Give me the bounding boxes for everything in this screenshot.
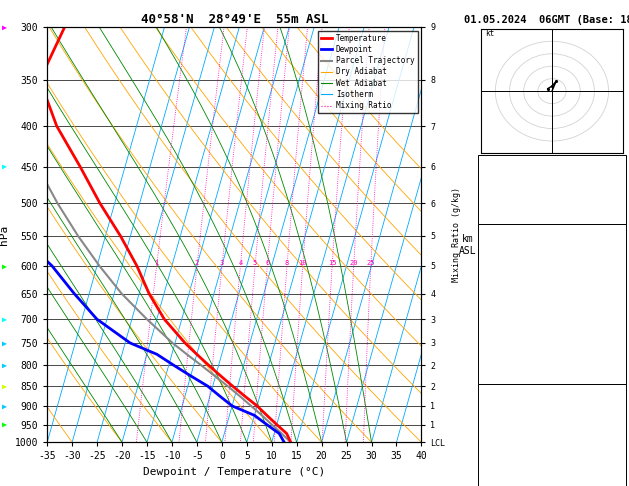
Y-axis label: km
ASL: km ASL: [459, 235, 477, 256]
Text: Pressure (mb): Pressure (mb): [484, 417, 552, 426]
Text: Mixing Ratio (g/kg): Mixing Ratio (g/kg): [452, 187, 460, 282]
Text: 8: 8: [285, 260, 289, 266]
Text: 5: 5: [253, 260, 257, 266]
Text: 28: 28: [610, 166, 620, 175]
Text: 01.05.2024  06GMT (Base: 18): 01.05.2024 06GMT (Base: 18): [464, 15, 629, 25]
Text: K: K: [484, 166, 489, 175]
Text: 20: 20: [350, 260, 358, 266]
Text: Dewp (°C): Dewp (°C): [484, 280, 532, 289]
Title: 40°58'N  28°49'E  55m ASL: 40°58'N 28°49'E 55m ASL: [140, 13, 328, 26]
Text: Totals Totals: Totals Totals: [484, 189, 552, 198]
Text: 0: 0: [615, 463, 620, 472]
Text: 320: 320: [604, 440, 620, 449]
Text: 6: 6: [265, 260, 269, 266]
Text: Temp (°C): Temp (°C): [484, 257, 532, 266]
Text: © weatheronline.co.uk: © weatheronline.co.uk: [501, 432, 603, 441]
Text: 6: 6: [615, 326, 620, 335]
Text: 0: 0: [615, 348, 620, 358]
Text: 10: 10: [298, 260, 307, 266]
Text: 800: 800: [604, 417, 620, 426]
Text: Surface: Surface: [532, 234, 572, 243]
Text: PW (cm): PW (cm): [484, 211, 521, 221]
Text: Lifted Index: Lifted Index: [484, 463, 547, 472]
Text: ▶: ▶: [2, 162, 7, 171]
Text: 311: 311: [604, 303, 620, 312]
Text: 51: 51: [610, 189, 620, 198]
Text: 0: 0: [615, 371, 620, 381]
Text: 15: 15: [328, 260, 337, 266]
Text: ▶: ▶: [2, 261, 7, 270]
Text: ▶: ▶: [2, 401, 7, 410]
Text: θₑ(K): θₑ(K): [484, 303, 510, 312]
Text: Most Unstable: Most Unstable: [515, 394, 589, 403]
Text: ▶: ▶: [2, 361, 7, 370]
Text: kt: kt: [486, 29, 494, 38]
Text: 2.76: 2.76: [599, 211, 620, 221]
Text: 12.5: 12.5: [599, 280, 620, 289]
Y-axis label: hPa: hPa: [0, 225, 9, 244]
Text: θₑ (K): θₑ (K): [484, 440, 515, 449]
Legend: Temperature, Dewpoint, Parcel Trajectory, Dry Adiabat, Wet Adiabat, Isotherm, Mi: Temperature, Dewpoint, Parcel Trajectory…: [318, 31, 418, 113]
Text: 1: 1: [155, 260, 159, 266]
Text: CAPE (J): CAPE (J): [484, 348, 526, 358]
Text: Lifted Index: Lifted Index: [484, 326, 547, 335]
Text: ▶: ▶: [2, 22, 7, 31]
Text: ▶: ▶: [2, 420, 7, 429]
Text: 2: 2: [195, 260, 199, 266]
Text: ▶: ▶: [2, 338, 7, 347]
Text: 25: 25: [367, 260, 375, 266]
Text: ▶: ▶: [2, 314, 7, 324]
Text: 3: 3: [220, 260, 224, 266]
X-axis label: Dewpoint / Temperature (°C): Dewpoint / Temperature (°C): [143, 467, 325, 477]
Text: ▶: ▶: [2, 382, 7, 391]
Text: 4: 4: [238, 260, 243, 266]
Text: CIN (J): CIN (J): [484, 371, 521, 381]
Text: 13.8: 13.8: [599, 257, 620, 266]
